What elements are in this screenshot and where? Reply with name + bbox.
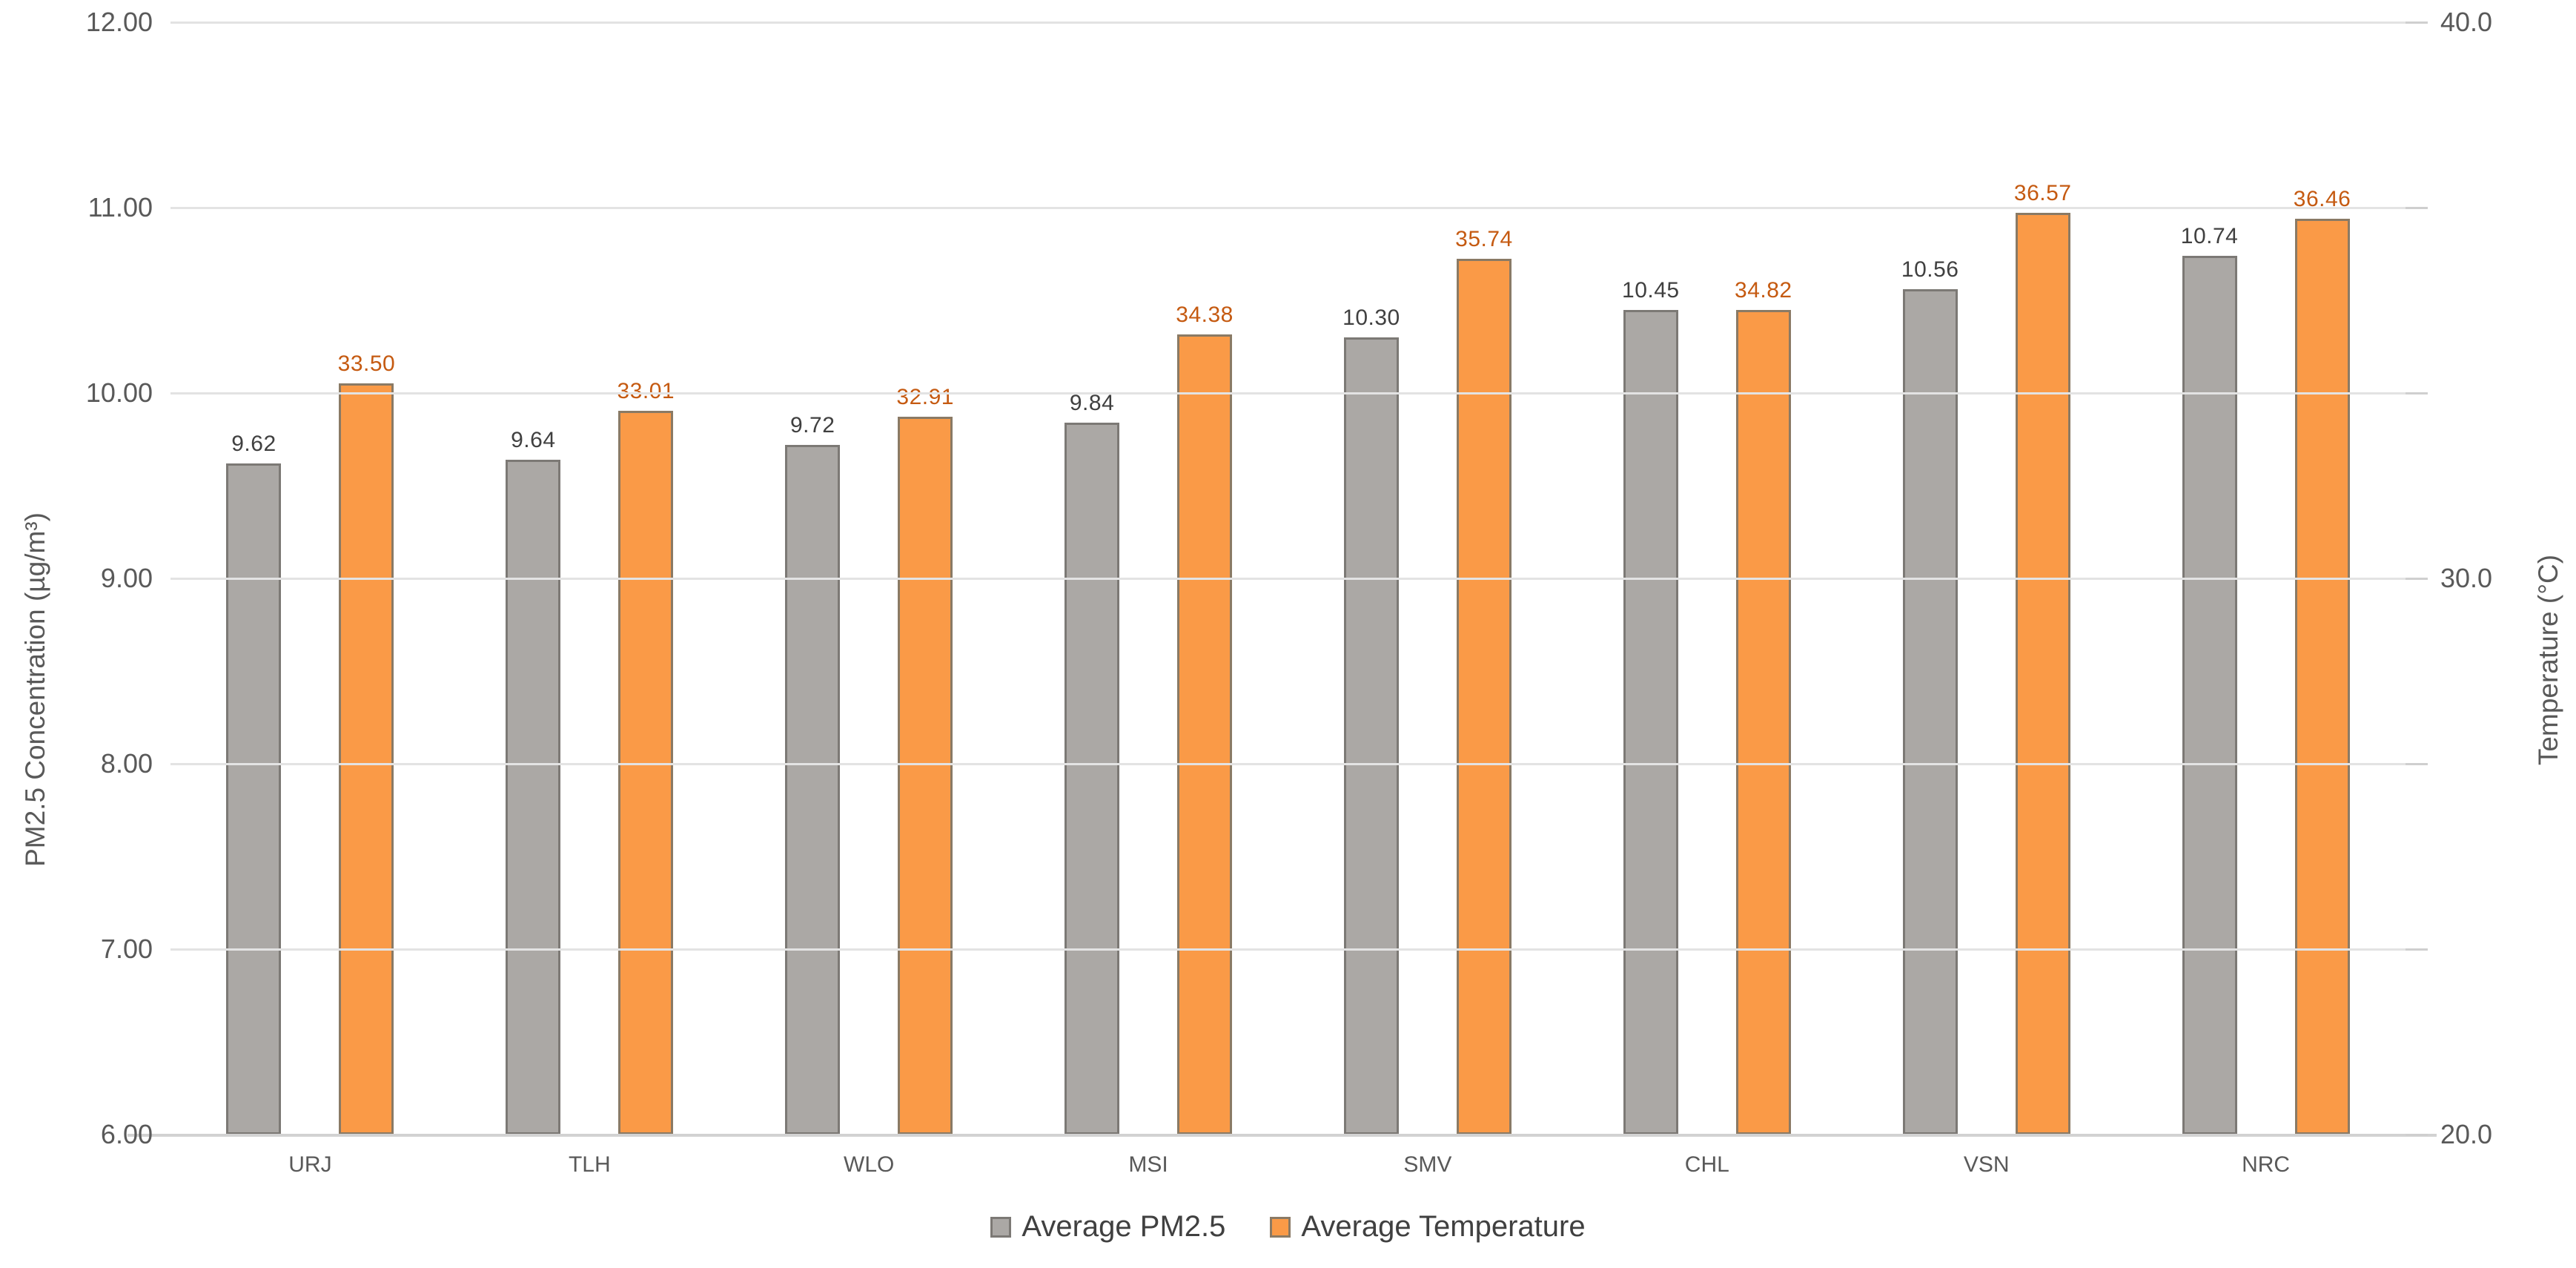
- left-axis-tick-label: 8.00: [100, 748, 153, 779]
- bar-average-temperature-msi: 34.38: [1176, 303, 1233, 1135]
- data-label: 33.50: [337, 351, 396, 376]
- data-label: 35.74: [1455, 227, 1513, 251]
- legend: Average PM2.5 Average Temperature: [0, 1210, 2576, 1244]
- legend-label: Average PM2.5: [1022, 1210, 1226, 1243]
- gridline: [170, 207, 2406, 209]
- bar-average-pm2-5-nrc: 10.74: [2181, 224, 2238, 1135]
- data-label: 10.74: [2180, 224, 2239, 248]
- left-axis-tick-label: 7.00: [100, 934, 153, 964]
- category-slot-wlo: 9.72 32.91: [729, 22, 1009, 1135]
- right-axis-tick-mark: [2406, 392, 2428, 394]
- bar-average-temperature-smv: 35.74: [1455, 227, 1512, 1135]
- category-slot-msi: 9.84 34.38: [1009, 22, 1288, 1135]
- x-axis-baseline: [128, 1134, 2437, 1137]
- x-axis-category-label: VSN: [1963, 1152, 2010, 1177]
- right-axis-tick-label: 40.0: [2440, 7, 2493, 37]
- bar-average-temperature-urj: 33.50: [338, 351, 395, 1135]
- left-axis-tick-label: 10.00: [85, 377, 153, 408]
- right-axis-tick-mark: [2406, 763, 2428, 765]
- legend-item-average-pm2-5: Average PM2.5: [990, 1210, 1225, 1244]
- bar-average-pm2-5-wlo: 9.72: [785, 413, 841, 1135]
- category-slot-chl: 10.45 34.82: [1567, 22, 1847, 1135]
- right-axis-tick-label: 20.0: [2440, 1119, 2493, 1149]
- right-axis-tick-mark: [2406, 22, 2428, 24]
- bar-average-temperature-vsn: 36.57: [2014, 181, 2071, 1135]
- data-label: 32.91: [896, 385, 954, 409]
- plot-area: 9.62 33.50 9.64 33.01 9.72 32.91 9.84 34.38 10.3…: [128, 22, 2437, 1137]
- gridline: [170, 763, 2406, 765]
- x-axis-category-label: TLH: [568, 1152, 611, 1177]
- category-slot-nrc: 10.74 36.46: [2126, 22, 2406, 1135]
- left-axis-tick-label: 12.00: [85, 7, 153, 37]
- data-label: 9.64: [511, 428, 556, 452]
- right-axis-tick-label: 30.0: [2440, 563, 2493, 593]
- data-label: 34.38: [1176, 303, 1234, 327]
- category-slot-tlh: 9.64 33.01: [450, 22, 729, 1135]
- left-axis-tick-label: 11.00: [87, 192, 153, 222]
- bar-average-pm2-5-chl: 10.45: [1622, 278, 1679, 1135]
- right-axis-tick-mark: [2406, 948, 2428, 951]
- data-label: 10.45: [1622, 278, 1680, 303]
- x-axis-category-label: MSI: [1128, 1152, 1168, 1177]
- x-axis-category-label: CHL: [1684, 1152, 1729, 1177]
- data-label: 34.82: [1735, 278, 1792, 303]
- legend-item-average-temperature: Average Temperature: [1270, 1210, 1586, 1244]
- x-axis-category-label: WLO: [844, 1152, 895, 1177]
- category-slot-vsn: 10.56 36.57: [1847, 22, 2126, 1135]
- legend-label: Average Temperature: [1301, 1210, 1586, 1243]
- right-axis-tick-mark: [2406, 1134, 2428, 1136]
- bar-average-temperature-tlh: 33.01: [617, 379, 675, 1135]
- x-axis-category-label: SMV: [1403, 1152, 1452, 1177]
- legend-swatch: [1270, 1216, 1291, 1238]
- bar-average-temperature-chl: 34.82: [1735, 278, 1792, 1135]
- gridline: [170, 578, 2406, 580]
- bar-average-pm2-5-tlh: 9.64: [506, 428, 561, 1135]
- data-label: 10.30: [1342, 306, 1400, 330]
- data-label: 33.01: [617, 379, 675, 403]
- x-axis-category-row: URJ TLH WLO MSI SMV CHL VSN NRC: [170, 1143, 2406, 1186]
- bar-average-pm2-5-smv: 10.30: [1342, 306, 1400, 1135]
- bar-average-temperature-wlo: 32.91: [896, 385, 953, 1135]
- bar-average-pm2-5-urj: 9.62: [226, 432, 282, 1135]
- data-label: 9.62: [231, 432, 277, 456]
- right-axis-tick-mark: [2406, 207, 2428, 209]
- data-label: 9.72: [789, 413, 835, 437]
- gridline: [170, 948, 2406, 951]
- data-label: 9.84: [1069, 391, 1115, 415]
- bar-average-pm2-5-msi: 9.84: [1064, 391, 1120, 1135]
- legend-swatch: [990, 1216, 1012, 1238]
- category-slot-urj: 9.62 33.50: [170, 22, 450, 1135]
- left-axis-tick-label: 6.00: [100, 1119, 153, 1149]
- x-axis-category-label: NRC: [2242, 1152, 2291, 1177]
- category-slot-smv: 10.30 35.74: [1288, 22, 1568, 1135]
- data-label: 36.57: [2013, 181, 2072, 205]
- bar-field: 9.62 33.50 9.64 33.01 9.72 32.91 9.84 34.38 10.3…: [170, 22, 2406, 1135]
- x-axis-category-label: URJ: [288, 1152, 332, 1177]
- bar-average-pm2-5-vsn: 10.56: [1901, 257, 1959, 1135]
- gridline: [170, 22, 2406, 24]
- right-axis-tick-mark: [2406, 578, 2428, 580]
- data-label: 10.56: [1901, 257, 1959, 282]
- left-axis-tick-label: 9.00: [100, 563, 153, 593]
- gridline: [170, 392, 2406, 394]
- bar-average-temperature-nrc: 36.46: [2294, 187, 2351, 1135]
